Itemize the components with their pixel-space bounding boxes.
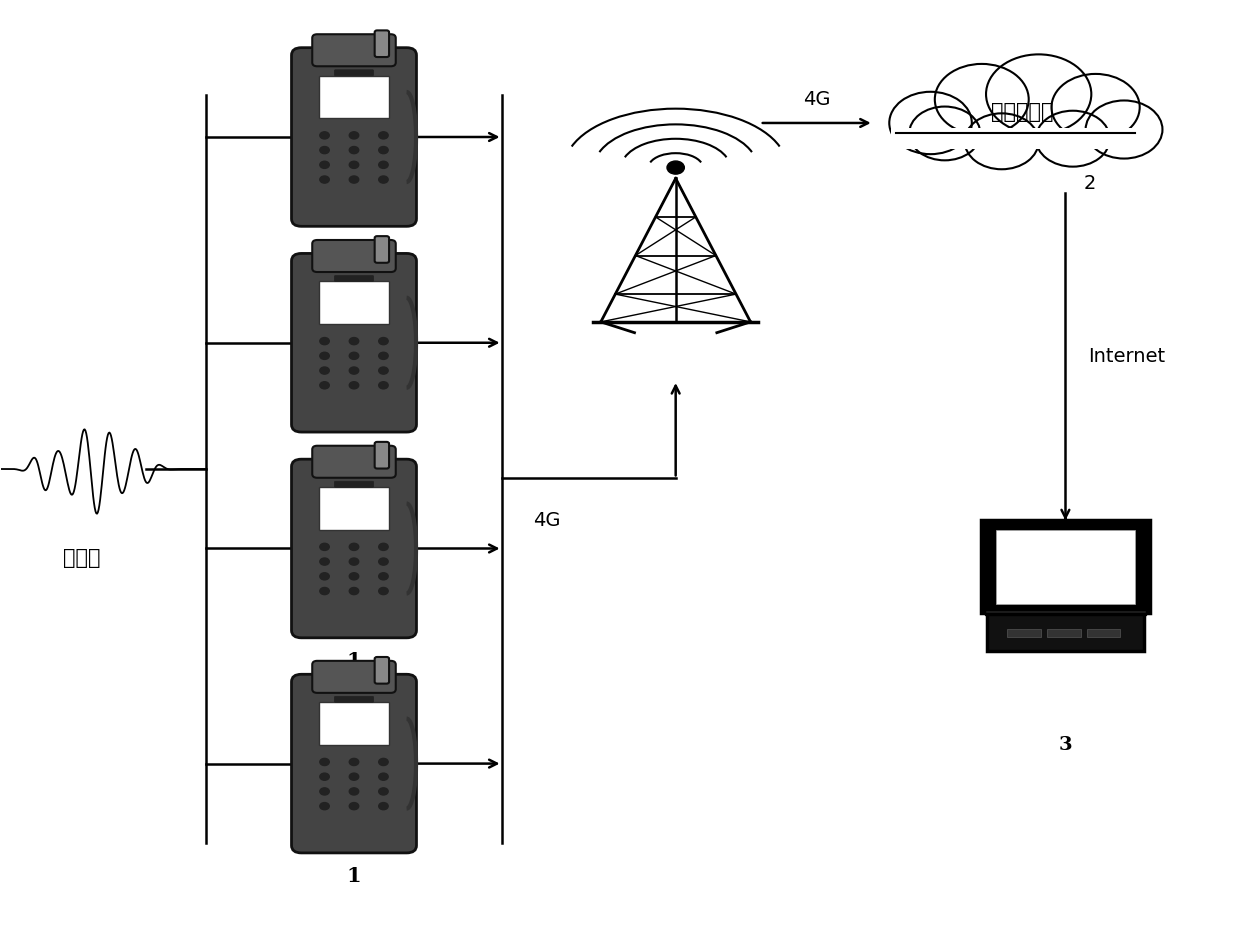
Circle shape xyxy=(320,382,330,389)
Circle shape xyxy=(378,803,388,809)
Circle shape xyxy=(378,558,388,566)
FancyBboxPatch shape xyxy=(291,253,417,432)
Circle shape xyxy=(350,161,358,169)
FancyBboxPatch shape xyxy=(374,236,389,263)
Circle shape xyxy=(350,558,358,566)
FancyBboxPatch shape xyxy=(319,75,389,118)
Circle shape xyxy=(350,367,358,374)
Circle shape xyxy=(378,338,388,344)
FancyBboxPatch shape xyxy=(1007,629,1040,638)
Circle shape xyxy=(320,573,330,580)
Text: 2: 2 xyxy=(1084,174,1096,193)
Circle shape xyxy=(378,587,388,595)
Circle shape xyxy=(378,367,388,374)
Circle shape xyxy=(350,803,358,809)
Circle shape xyxy=(667,161,684,174)
Circle shape xyxy=(320,759,330,765)
Circle shape xyxy=(320,543,330,551)
FancyBboxPatch shape xyxy=(335,481,373,487)
FancyBboxPatch shape xyxy=(1086,629,1121,638)
Text: 1: 1 xyxy=(347,651,361,671)
Circle shape xyxy=(320,338,330,344)
FancyBboxPatch shape xyxy=(374,30,389,57)
Circle shape xyxy=(320,558,330,566)
Circle shape xyxy=(320,367,330,374)
FancyBboxPatch shape xyxy=(374,442,389,469)
Circle shape xyxy=(965,113,1039,169)
FancyBboxPatch shape xyxy=(335,69,373,76)
Circle shape xyxy=(320,161,330,169)
Circle shape xyxy=(350,573,358,580)
FancyBboxPatch shape xyxy=(981,521,1149,613)
Circle shape xyxy=(378,146,388,154)
Circle shape xyxy=(909,107,981,160)
Circle shape xyxy=(935,64,1029,135)
FancyBboxPatch shape xyxy=(312,446,396,477)
Text: 1: 1 xyxy=(347,445,361,465)
FancyBboxPatch shape xyxy=(1054,615,1076,628)
Circle shape xyxy=(378,382,388,389)
FancyBboxPatch shape xyxy=(890,129,1141,149)
Circle shape xyxy=(378,161,388,169)
Circle shape xyxy=(378,176,388,183)
Circle shape xyxy=(350,759,358,765)
Circle shape xyxy=(350,338,358,344)
FancyBboxPatch shape xyxy=(1047,629,1081,638)
FancyBboxPatch shape xyxy=(319,281,389,324)
Circle shape xyxy=(320,788,330,795)
Circle shape xyxy=(889,92,972,154)
FancyBboxPatch shape xyxy=(291,460,417,638)
Circle shape xyxy=(378,131,388,139)
Circle shape xyxy=(378,773,388,780)
Circle shape xyxy=(320,587,330,595)
Circle shape xyxy=(350,773,358,780)
Circle shape xyxy=(378,353,388,359)
Circle shape xyxy=(378,573,388,580)
FancyBboxPatch shape xyxy=(888,100,1145,146)
Circle shape xyxy=(320,353,330,359)
FancyBboxPatch shape xyxy=(291,674,417,853)
Text: 1: 1 xyxy=(347,866,361,885)
FancyBboxPatch shape xyxy=(319,703,389,745)
Circle shape xyxy=(378,543,388,551)
Circle shape xyxy=(350,788,358,795)
Circle shape xyxy=(350,382,358,389)
Circle shape xyxy=(350,176,358,183)
Circle shape xyxy=(350,543,358,551)
Circle shape xyxy=(320,146,330,154)
FancyBboxPatch shape xyxy=(312,35,396,67)
Circle shape xyxy=(350,587,358,595)
FancyBboxPatch shape xyxy=(374,657,389,684)
Text: 云端服务器: 云端服务器 xyxy=(991,101,1053,122)
Text: Internet: Internet xyxy=(1087,347,1164,366)
Circle shape xyxy=(350,146,358,154)
Circle shape xyxy=(320,773,330,780)
Text: 4G: 4G xyxy=(804,90,831,109)
FancyBboxPatch shape xyxy=(335,276,373,281)
Circle shape xyxy=(378,788,388,795)
Circle shape xyxy=(320,176,330,183)
Circle shape xyxy=(350,131,358,139)
Text: 1: 1 xyxy=(347,239,361,259)
FancyBboxPatch shape xyxy=(312,240,396,272)
Circle shape xyxy=(320,803,330,809)
Circle shape xyxy=(1052,74,1140,141)
Circle shape xyxy=(320,131,330,139)
FancyBboxPatch shape xyxy=(335,696,373,703)
FancyBboxPatch shape xyxy=(985,610,1146,615)
Circle shape xyxy=(1035,111,1110,167)
Circle shape xyxy=(986,54,1091,134)
FancyBboxPatch shape xyxy=(291,48,417,226)
Circle shape xyxy=(1086,100,1162,159)
Circle shape xyxy=(350,353,358,359)
FancyBboxPatch shape xyxy=(312,661,396,693)
FancyBboxPatch shape xyxy=(987,614,1145,651)
Text: 爆破源: 爆破源 xyxy=(63,549,100,568)
FancyBboxPatch shape xyxy=(319,487,389,530)
Text: 3: 3 xyxy=(1059,735,1073,753)
Text: 4G: 4G xyxy=(533,511,560,530)
FancyBboxPatch shape xyxy=(996,530,1135,603)
Circle shape xyxy=(378,759,388,765)
